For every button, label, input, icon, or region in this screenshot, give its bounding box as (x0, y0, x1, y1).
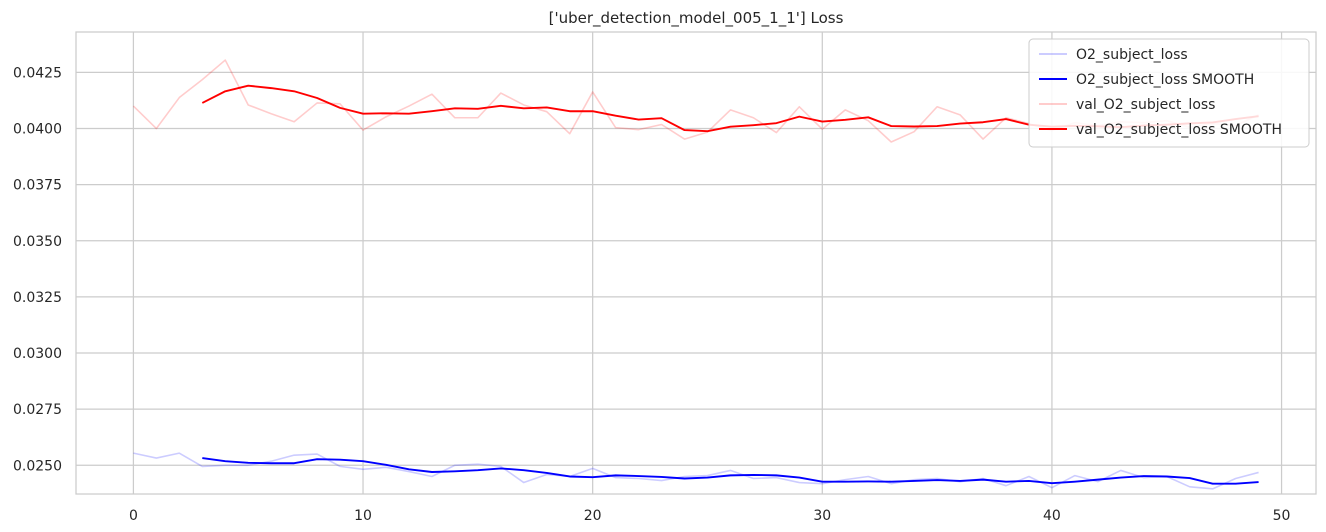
y-tick-label: 0.0300 (13, 346, 62, 362)
x-tick-label: 50 (1273, 508, 1291, 524)
legend-label: O2_subject_loss (1076, 47, 1188, 63)
x-tick-label: 10 (354, 508, 372, 524)
y-tick-label: 0.0250 (13, 458, 62, 474)
legend-label: val_O2_subject_loss (1076, 97, 1215, 113)
legend-label: val_O2_subject_loss SMOOTH (1076, 122, 1282, 138)
legend-label: O2_subject_loss SMOOTH (1076, 72, 1254, 88)
series-line-1 (202, 457, 1259, 485)
y-tick-label: 0.0425 (13, 65, 62, 81)
y-tick-label: 0.0350 (13, 234, 62, 250)
axes: 0 10 20 30 40 50 0.0250 0.0275 0.0300 0.0325 0.035… (13, 65, 1290, 524)
x-tick-label: 40 (1043, 508, 1061, 524)
y-tick-label: 0.0400 (13, 122, 62, 138)
legend-box (1028, 38, 1310, 148)
series-line-0 (133, 452, 1259, 490)
x-tick-label: 20 (584, 508, 602, 524)
y-tick-label: 0.0375 (13, 178, 62, 194)
x-tick-label: 0 (129, 508, 138, 524)
legend: O2_subject_loss O2_subject_loss SMOOTH val… (1028, 38, 1310, 148)
y-tick-label: 0.0325 (13, 290, 62, 306)
x-tick-label: 30 (813, 508, 831, 524)
chart-title: ['uber_detection_model_005_1_1'] Loss (549, 9, 844, 28)
y-tick-label: 0.0275 (13, 402, 62, 418)
